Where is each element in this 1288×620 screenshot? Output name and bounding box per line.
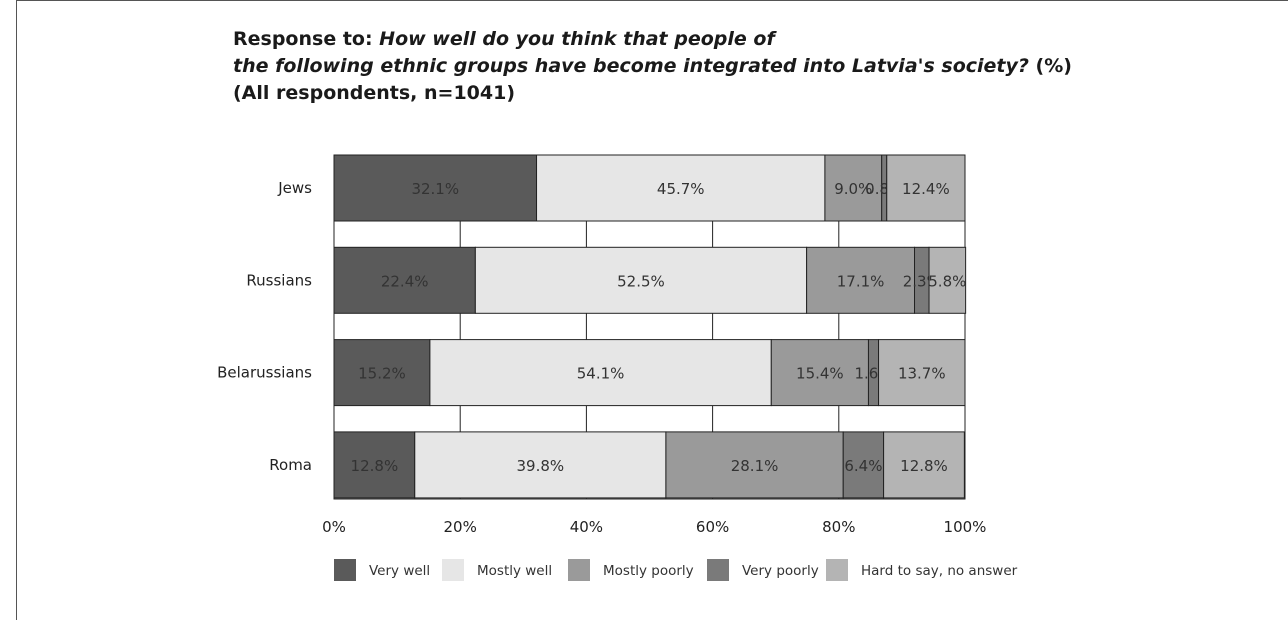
title-line-2: the following ethnic groups have become … [233,53,1233,80]
bar-segment [333,246,476,314]
bar-segment [886,154,966,222]
chart-frame [16,0,1288,620]
bar-segment [333,154,538,222]
bar-segment [770,339,869,407]
legend-swatch [826,559,848,581]
data-label: 28.1% [731,457,779,475]
legend-label: Hard to say, no answer [861,563,1018,579]
legend-swatch [334,559,356,581]
category-label: Jews [277,179,312,197]
data-label: 39.8% [517,457,565,475]
legend-label: Very poorly [742,563,819,579]
title-question-line-1: How well do you think that people of [379,28,775,50]
legend-label: Mostly poorly [603,563,694,579]
title-suffix: (%) [1028,55,1072,77]
bar-segment [883,431,965,499]
data-label: 54.1% [577,365,625,383]
data-label: 15.2% [358,365,406,383]
data-label: 15.4% [796,365,844,383]
x-tick-label: 40% [570,518,603,536]
x-tick-label: 60% [696,518,729,536]
legend-swatch [442,559,464,581]
bar-segment [333,431,416,499]
legend-label: Very well [369,563,430,579]
bar-segment [474,246,808,314]
data-label: 45.7% [657,180,705,198]
data-label: 12.8% [351,457,399,475]
x-tick-label: 20% [444,518,477,536]
data-label: 12.8% [900,457,948,475]
bar-segment [333,339,431,407]
x-tick-label: 80% [822,518,855,536]
data-label: 52.5% [617,272,665,290]
title-line-3: (All respondents, n=1041) [233,82,516,104]
data-label: 9.0% [834,180,872,198]
chart-title: Response to: How well do you think that … [233,26,1233,107]
category-label: Russians [246,271,312,289]
category-label: Belarussians [217,364,312,382]
data-label: 6.4% [844,457,882,475]
bar-segment [429,339,772,407]
bar-segment [824,154,883,222]
x-tick-label: 0% [322,518,346,536]
title-question-line-2: the following ethnic groups have become … [233,55,1029,77]
bar-segment [536,154,826,222]
bar-segment [928,246,967,314]
data-label: 12.4% [902,180,950,198]
bar-segment [414,431,667,499]
legend-label: Mostly well [477,563,552,579]
x-tick-label: 100% [944,518,987,536]
bar-segment [878,339,966,407]
bar-segment [806,246,916,314]
title-line-1: Response to: How well do you think that … [233,26,1233,53]
data-label: 22.4% [381,272,429,290]
bar-segment [665,431,844,499]
data-label: 13.7% [898,365,946,383]
data-label: 5.8% [928,272,966,290]
legend-swatch [568,559,590,581]
title-prefix: Response to: [233,28,380,50]
bar-segment [842,431,885,499]
data-label: 17.1% [837,272,885,290]
data-label: 32.1% [411,180,459,198]
legend-swatch [707,559,729,581]
category-label: Roma [269,456,312,474]
